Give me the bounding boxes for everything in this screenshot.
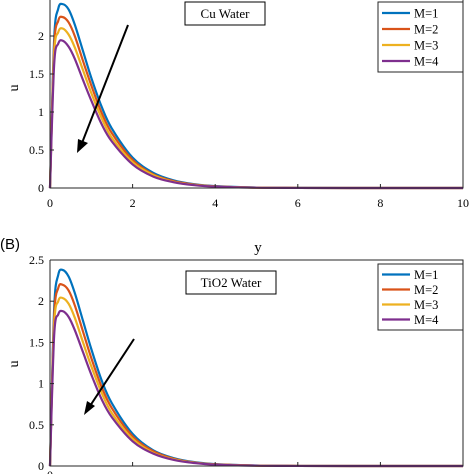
x-axis-label: y: [254, 240, 262, 256]
panel-label: (B): [0, 236, 20, 253]
y-tick-labels: 0 0.5 1 1.5 2: [29, 29, 44, 195]
x-tick-labels: 0 2 4 6 8 10: [47, 196, 469, 210]
x-tick-label: 6: [295, 196, 301, 210]
x-tick-label: 2: [130, 196, 136, 210]
legend-entry-label: M=3: [414, 39, 438, 53]
series-line-4: [48, 309, 464, 468]
x-tick-label: 10: [457, 196, 469, 210]
tick-marks: [49, 259, 464, 467]
axes-frame: [49, 0, 464, 189]
x-tick-label: 0: [47, 468, 53, 474]
y-tick-label: 2.5: [29, 253, 44, 267]
legend-entry-label: M=1: [414, 7, 438, 21]
y-tick-label: 0: [38, 459, 44, 473]
annotation-box: Cu Water: [184, 1, 266, 26]
legend-entry-label: M=2: [414, 23, 438, 37]
x-tick-label: 4: [212, 196, 218, 210]
tick-marks: [49, 35, 464, 189]
y-tick-label: 0: [38, 181, 44, 195]
legend: M=1 M=2 M=3 M=4: [377, 1, 464, 73]
legend-entry-label: M=3: [414, 298, 438, 312]
chart-panel-tio2-water: (B) 0 00.511.522.5 u TiO2 Water M=1M=2M=…: [0, 236, 464, 474]
trend-arrow: [84, 338, 135, 415]
chart-panel-cu-water: 0 2 4 6 8 10 0 0.5 1 1.5 2 u y Cu Water M=1 M=2 M=3…: [7, 0, 469, 256]
y-tick-label: 1.5: [29, 335, 44, 349]
y-tick-label: 0.5: [29, 418, 44, 432]
y-axis-label: u: [7, 361, 22, 368]
y-tick-label: 1.5: [29, 67, 44, 81]
legend: M=1M=2M=3M=4: [377, 263, 464, 331]
x-tick-labels: 0: [47, 468, 53, 474]
y-tick-label: 1: [38, 105, 44, 119]
annotation-text: Cu Water: [201, 6, 251, 21]
y-tick-labels: 0 0.5 1 1.5 2 2.5: [29, 253, 44, 473]
legend-entry-label: M=4: [414, 313, 439, 327]
x-tick-label: 0: [47, 196, 53, 210]
legend-entry-label: M=2: [414, 283, 438, 297]
y-tick-label: 1: [38, 377, 44, 391]
y-axis-label: u: [7, 85, 22, 92]
x-tick-label: 8: [377, 196, 383, 210]
trend-arrow: [77, 24, 129, 153]
y-tick-label: 2: [38, 29, 44, 43]
y-tick-label: 0.5: [29, 143, 44, 157]
annotation-box: TiO2 Water: [185, 270, 277, 295]
legend-entry-label: M=4: [414, 55, 439, 69]
annotation-text: TiO2 Water: [201, 275, 262, 290]
legend-entry-label: M=1: [414, 268, 438, 282]
y-tick-label: 2: [38, 294, 44, 308]
